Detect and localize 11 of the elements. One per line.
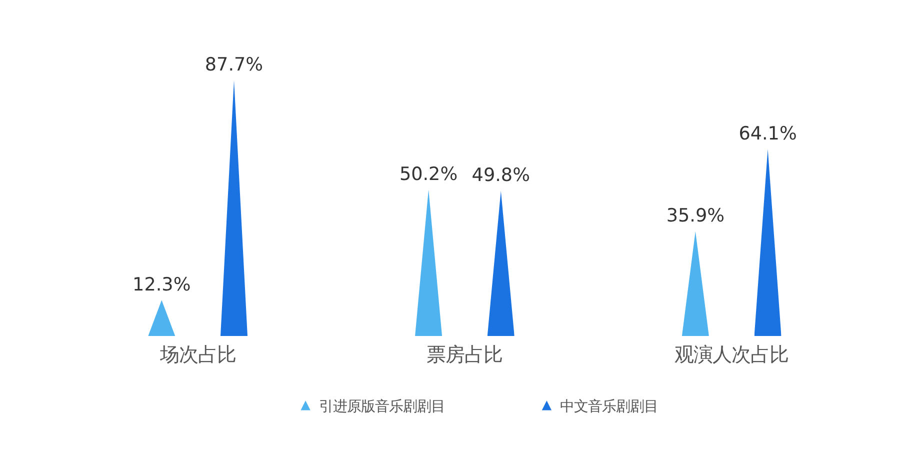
data-label: 49.8% bbox=[472, 165, 530, 186]
data-label: 35.9% bbox=[666, 206, 725, 227]
x-tick-label: 观演人次占比 bbox=[674, 343, 789, 366]
x-tick-label: 场次占比 bbox=[158, 343, 236, 366]
data-label: 50.2% bbox=[399, 164, 458, 186]
x-tick-label: 票房占比 bbox=[426, 343, 503, 366]
data-label: 87.7% bbox=[204, 54, 264, 76]
data-label: 12.3% bbox=[132, 274, 191, 296]
data-label: 64.1% bbox=[738, 123, 797, 144]
legend-label: 中文音乐剧剧目 bbox=[560, 399, 658, 416]
legend-label: 引进原版音乐剧剧目 bbox=[319, 399, 446, 416]
